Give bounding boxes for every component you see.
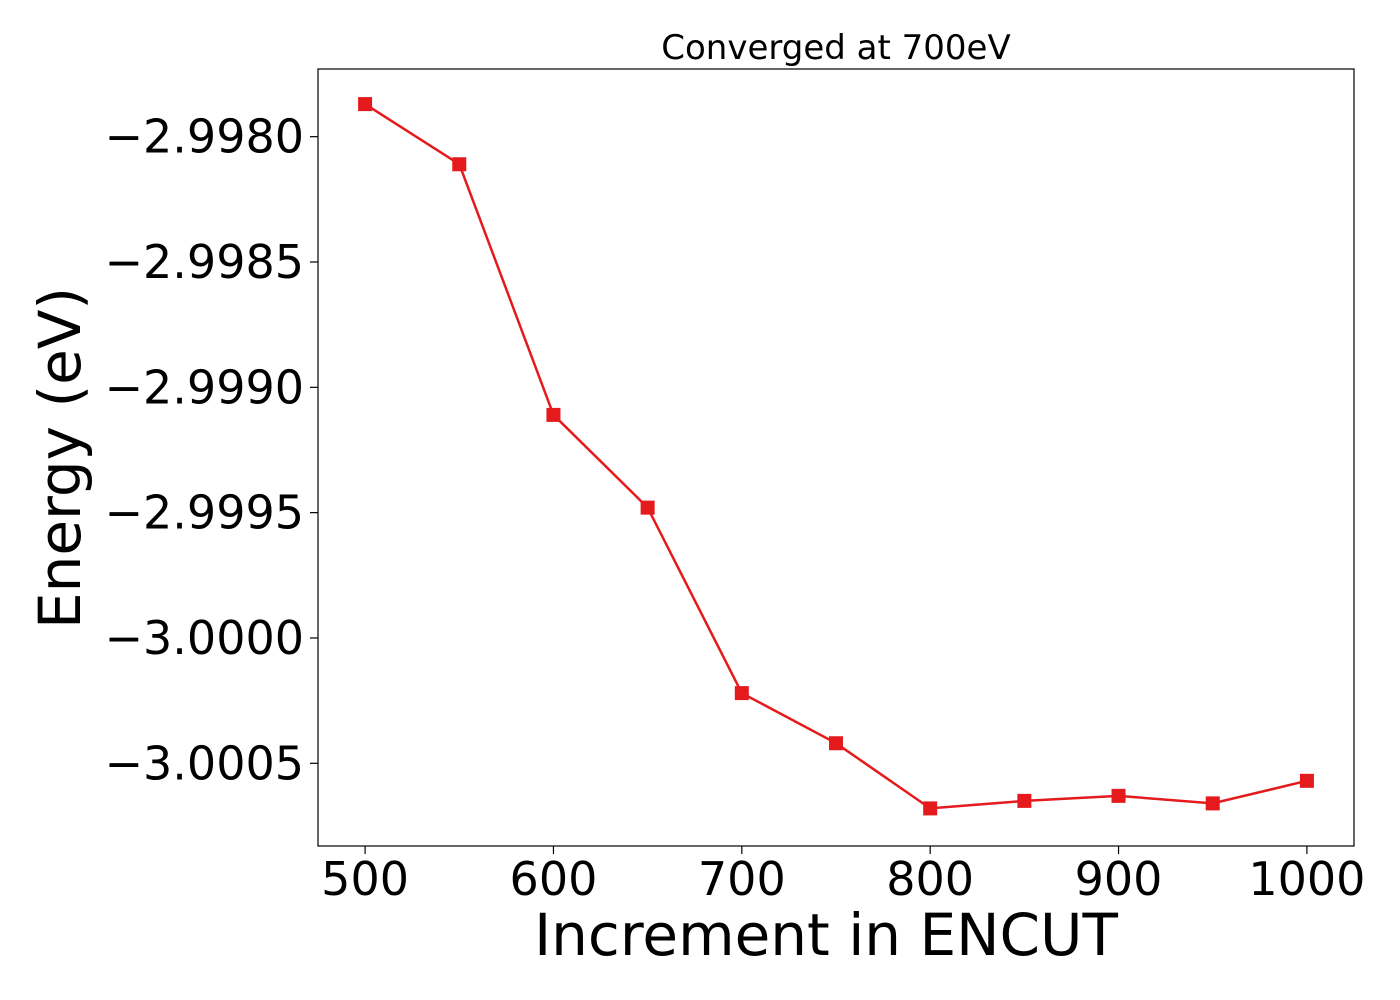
y-tick-label: −2.9990 — [105, 360, 305, 414]
data-point-marker — [1111, 788, 1126, 803]
data-point-marker — [1017, 793, 1032, 808]
series-line — [364, 103, 1308, 810]
x-axis-label: Increment in ENCUT — [534, 901, 1118, 969]
x-tick-label: 1000 — [1248, 852, 1365, 906]
y-ticks: −2.9980 −2.9985 −2.9990 −2.9995 −3.0000 −3.00… — [105, 110, 318, 790]
x-ticks: 500 600 700 800 900 1000 — [321, 846, 1365, 906]
plot-area — [317, 68, 1355, 847]
y-axis-label: Energy (eV) — [26, 287, 94, 629]
data-point-marker — [452, 157, 467, 172]
y-tick-label: −2.9980 — [105, 110, 305, 164]
data-point-marker — [640, 500, 655, 515]
data-point-marker — [923, 801, 938, 816]
data-point-marker — [358, 97, 373, 112]
x-tick-label: 800 — [886, 852, 974, 906]
x-tick-label: 500 — [321, 852, 409, 906]
x-tick-label: 700 — [698, 852, 786, 906]
chart-title: Converged at 700eV — [661, 28, 1010, 68]
data-point-marker — [1299, 773, 1314, 788]
x-tick-label: 600 — [510, 852, 598, 906]
series-markers — [358, 97, 1314, 816]
y-tick-label: −3.0005 — [105, 736, 305, 790]
data-point-marker — [1205, 796, 1220, 811]
y-tick-label: −2.9985 — [105, 235, 305, 289]
data-point-marker — [546, 407, 561, 422]
data-point-marker — [829, 736, 843, 751]
y-tick-label: −2.9995 — [105, 486, 305, 540]
x-tick-label: 900 — [1075, 852, 1163, 906]
data-point-marker — [734, 686, 749, 701]
y-tick-label: −3.0000 — [105, 611, 305, 665]
